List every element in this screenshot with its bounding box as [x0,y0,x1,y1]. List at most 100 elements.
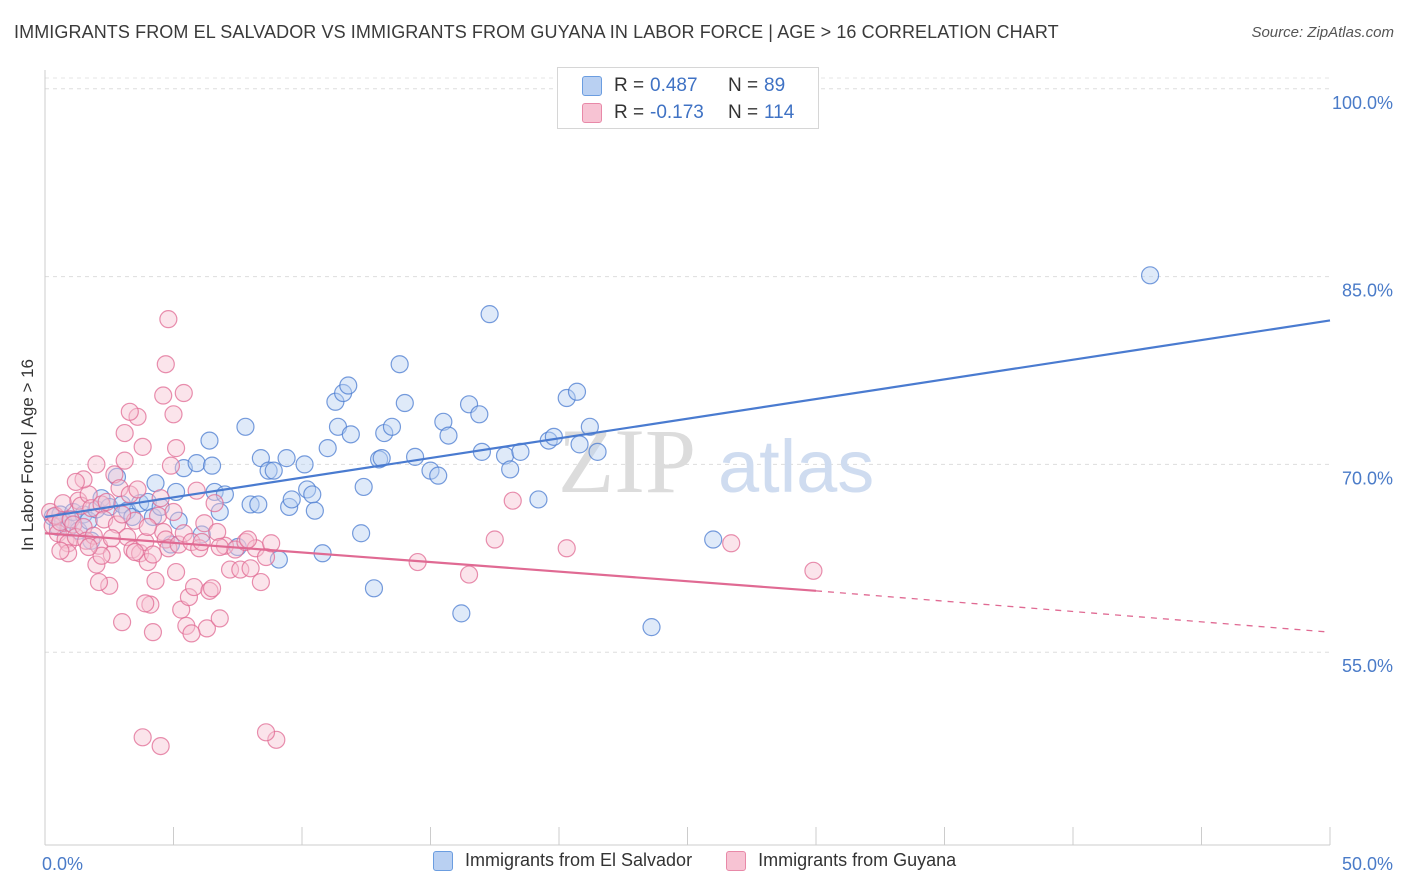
point-guyana [166,562,186,582]
point-guyana [485,530,504,549]
point-guyana [164,502,183,522]
point-el-salvador [395,393,414,413]
x-tick-label-min: 0.0% [42,854,83,874]
point-el-salvador [187,454,206,473]
point-guyana [79,537,98,557]
stats-swatch-el-salvador [582,76,602,96]
stats-box: R = 0.487 N = 89 R = -0.173 N = 114 [557,67,819,129]
legend-item-el-salvador[interactable]: Immigrants from El Salvador [433,850,692,871]
point-guyana [128,480,147,499]
stats-row-guyana: R = -0.173 N = 114 [582,102,794,124]
trend-line-el-salvador [44,319,1331,519]
point-guyana [105,465,124,484]
point-guyana [146,571,165,590]
legend-label-guyana: Immigrants from Guyana [758,850,957,870]
point-guyana [459,565,479,584]
point-guyana [133,728,152,747]
point-guyana [187,481,206,500]
point-el-salvador [452,604,471,623]
point-el-salvador [470,405,489,424]
point-guyana [136,594,155,613]
point-el-salvador [382,417,402,436]
point-guyana [262,534,281,553]
point-el-salvador [352,524,371,543]
watermark: ZIP atlas [558,410,874,512]
stats-swatch-guyana [582,103,602,123]
point-guyana [166,439,186,458]
point-el-salvador [298,480,317,499]
stats-n-value: 114 [764,102,795,123]
point-el-salvador [146,474,165,493]
point-el-salvador [249,495,268,514]
point-el-salvador [305,501,324,520]
point-guyana [192,532,211,552]
point-el-salvador [341,425,360,444]
point-guyana [256,547,276,567]
point-guyana [87,555,106,574]
point-guyana [92,546,111,565]
stats-r-value: -0.173 [650,102,704,123]
trend-lines [44,319,1331,633]
point-guyana [184,577,204,597]
stats-r-label: R = [614,102,645,123]
trend-extension-guyana [815,590,1331,633]
data-points [41,266,1160,756]
watermark-zip: ZIP [558,410,696,512]
legend-item-guyana[interactable]: Immigrants from Guyana [726,850,956,871]
legend: Immigrants from El Salvador Immigrants f… [433,850,990,871]
point-el-salvador [277,449,296,468]
point-guyana [100,576,119,595]
point-el-salvador [642,618,661,637]
stats-n-value: 89 [764,75,786,96]
point-guyana [161,456,181,475]
point-el-salvador [372,449,391,468]
point-guyana [110,479,129,498]
point-guyana [202,579,222,598]
point-guyana [238,530,258,549]
point-el-salvador [405,447,425,466]
point-el-salvador [704,530,723,549]
point-guyana [151,736,170,756]
point-guyana [210,609,229,628]
point-el-salvador [501,460,520,479]
legend-label-el-salvador: Immigrants from El Salvador [465,850,693,870]
x-tick-label-max: 50.0% [1342,854,1393,874]
point-guyana [115,423,134,443]
point-guyana [226,540,245,559]
source-credit: Source: ZipAtlas.com [1251,24,1394,41]
point-guyana [156,355,175,374]
point-guyana [174,383,193,403]
tick-labels: 55.0% 70.0% 85.0% 100.0% 0.0% 50.0% [42,93,1393,874]
stats-row-el-salvador: R = 0.487 N = 89 [582,75,785,97]
stats-n-label: N = [728,102,759,123]
legend-swatch-guyana [726,850,747,871]
point-guyana [112,613,132,632]
point-guyana [159,310,178,329]
point-guyana [51,541,70,560]
point-el-salvador [303,485,322,504]
point-guyana [241,559,260,578]
point-guyana [154,386,173,405]
stats-n-label: N = [728,75,759,96]
point-guyana [143,623,163,642]
point-guyana [220,560,240,579]
point-guyana [179,588,199,607]
point-el-salvador [107,467,127,487]
point-guyana [208,522,227,542]
point-el-salvador [295,455,314,474]
point-guyana [236,532,255,552]
point-el-salvador [529,490,548,509]
point-guyana [195,514,214,533]
point-el-salvador [439,426,458,445]
point-guyana [164,405,183,424]
point-el-salvador [544,427,563,446]
point-guyana [267,730,286,749]
point-el-salvador [567,382,587,401]
point-guyana [557,539,576,558]
point-el-salvador [318,439,337,458]
point-el-salvador [434,412,453,431]
point-el-salvador [588,442,607,461]
point-guyana [503,491,522,510]
point-el-salvador [580,417,599,436]
